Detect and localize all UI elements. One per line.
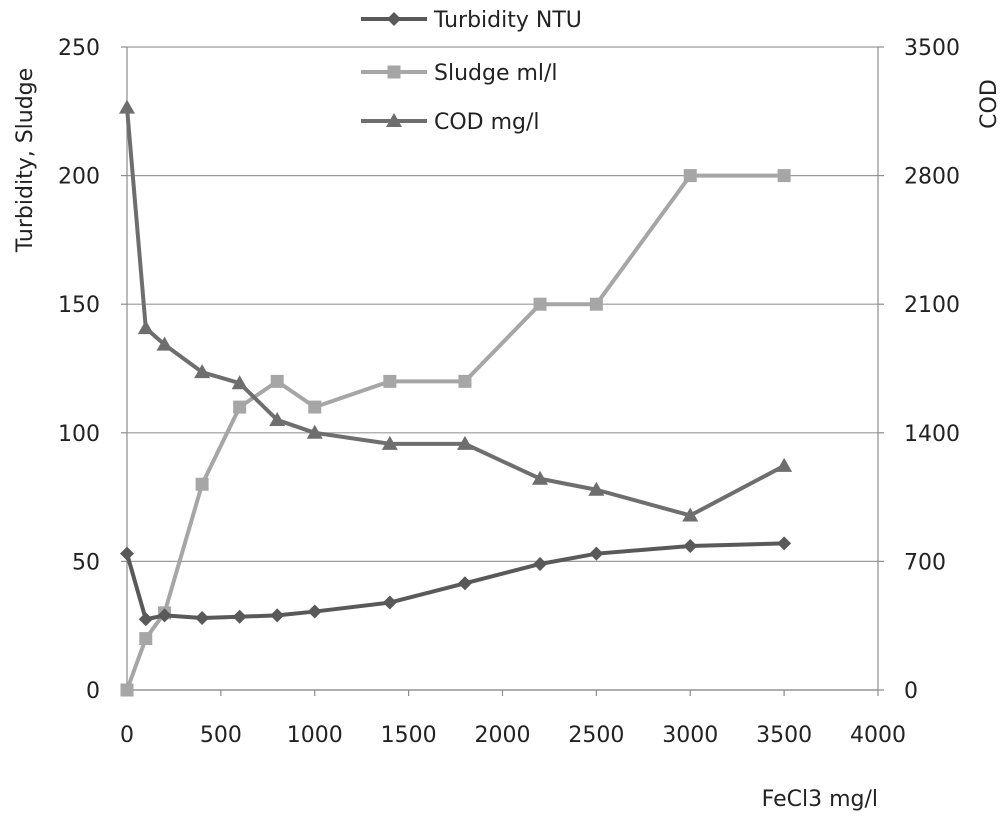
point-cod-2 xyxy=(156,336,173,351)
y-axis-right-title: COD xyxy=(977,79,1001,129)
point-sludge-7 xyxy=(383,374,397,388)
x-tick-label-2: 1000 xyxy=(287,723,343,748)
point-cod-6 xyxy=(306,424,323,439)
point-turbidity-4 xyxy=(232,609,247,624)
point-sludge-12 xyxy=(777,169,791,183)
series-line-cod xyxy=(125,107,786,518)
x-tick-label-5: 2500 xyxy=(568,723,624,748)
y-right-tick-label-1: 700 xyxy=(904,550,946,575)
point-sludge-0 xyxy=(120,683,134,697)
x-tick-label-7: 3500 xyxy=(756,723,812,748)
legend-marker-sludge xyxy=(387,65,401,79)
point-turbidity-8 xyxy=(457,576,472,591)
point-cod-0 xyxy=(119,99,135,114)
y-left-tick-label-4: 200 xyxy=(58,165,100,190)
legend-label-turbidity: Turbidity NTU xyxy=(433,8,582,33)
point-sludge-10 xyxy=(589,297,603,311)
point-cod-5 xyxy=(269,411,286,426)
point-cod-3 xyxy=(194,364,211,379)
series-line-turbidity xyxy=(125,541,785,622)
y-right-tick-label-4: 2800 xyxy=(904,165,960,190)
legend-label-cod: COD mg/l xyxy=(434,110,540,135)
point-sludge-5 xyxy=(270,374,284,388)
point-cod-7 xyxy=(381,435,398,450)
point-cod-11 xyxy=(682,507,699,522)
x-tick-label-4: 2000 xyxy=(475,723,531,748)
point-turbidity-5 xyxy=(270,608,285,623)
point-turbidity-10 xyxy=(589,546,604,561)
point-sludge-8 xyxy=(458,374,472,388)
legend-marker-cod xyxy=(386,113,402,127)
y-left-tick-label-5: 250 xyxy=(58,36,100,61)
point-turbidity-11 xyxy=(683,538,698,553)
point-turbidity-9 xyxy=(533,556,548,571)
x-tick-label-1: 500 xyxy=(200,723,242,748)
point-sludge-4 xyxy=(233,400,247,414)
y-left-tick-label-3: 150 xyxy=(58,293,100,318)
y-axis-left-title: Turbidity, Sludge xyxy=(13,68,38,253)
point-cod-9 xyxy=(532,470,549,485)
y-right-tick-label-0: 0 xyxy=(904,679,918,704)
point-sludge-6 xyxy=(308,400,322,414)
point-cod-4 xyxy=(231,375,248,390)
axes xyxy=(121,46,884,696)
series-cod xyxy=(119,99,793,522)
point-cod-1 xyxy=(137,320,154,335)
point-turbidity-3 xyxy=(195,610,210,625)
point-turbidity-12 xyxy=(777,536,792,551)
point-cod-10 xyxy=(588,481,605,496)
legend-item-sludge: Sludge ml/l xyxy=(361,61,558,86)
grid-lines xyxy=(127,46,878,691)
legend-label-sludge: Sludge ml/l xyxy=(434,61,558,86)
y-right-tick-label-3: 2100 xyxy=(904,293,960,318)
legend: Turbidity NTU Sludge ml/l COD mg/l xyxy=(361,8,582,135)
series-turbidity xyxy=(120,536,792,627)
point-cod-12 xyxy=(776,457,793,472)
legend-item-cod: COD mg/l xyxy=(361,110,540,135)
series-layer xyxy=(119,99,793,697)
y-left-tick-label-0: 0 xyxy=(86,679,100,704)
point-cod-8 xyxy=(456,435,473,450)
y-right-tick-label-5: 3500 xyxy=(904,36,960,61)
point-sludge-11 xyxy=(683,169,697,183)
legend-item-turbidity: Turbidity NTU xyxy=(361,8,582,33)
legend-marker-turbidity xyxy=(387,12,401,26)
tick-labels: 0 500 1000 1500 2000 2500 3000 3500 400005010015… xyxy=(58,36,960,748)
point-turbidity-7 xyxy=(382,595,397,610)
x-tick-label-0: 0 xyxy=(120,723,134,748)
point-sludge-9 xyxy=(533,297,547,311)
point-sludge-3 xyxy=(195,477,209,491)
y-left-tick-label-2: 100 xyxy=(58,422,100,447)
point-turbidity-6 xyxy=(307,604,322,619)
point-sludge-1 xyxy=(139,632,153,646)
x-axis-title: FeCl3 mg/l xyxy=(762,787,878,812)
y-left-tick-label-1: 50 xyxy=(72,550,100,575)
x-tick-label-8: 4000 xyxy=(850,723,906,748)
y-right-tick-label-2: 1400 xyxy=(904,422,960,447)
x-tick-label-3: 1500 xyxy=(381,723,437,748)
point-turbidity-0 xyxy=(120,546,134,561)
x-tick-label-6: 3000 xyxy=(662,723,718,748)
point-turbidity-2 xyxy=(157,608,172,623)
point-turbidity-1 xyxy=(138,612,153,627)
